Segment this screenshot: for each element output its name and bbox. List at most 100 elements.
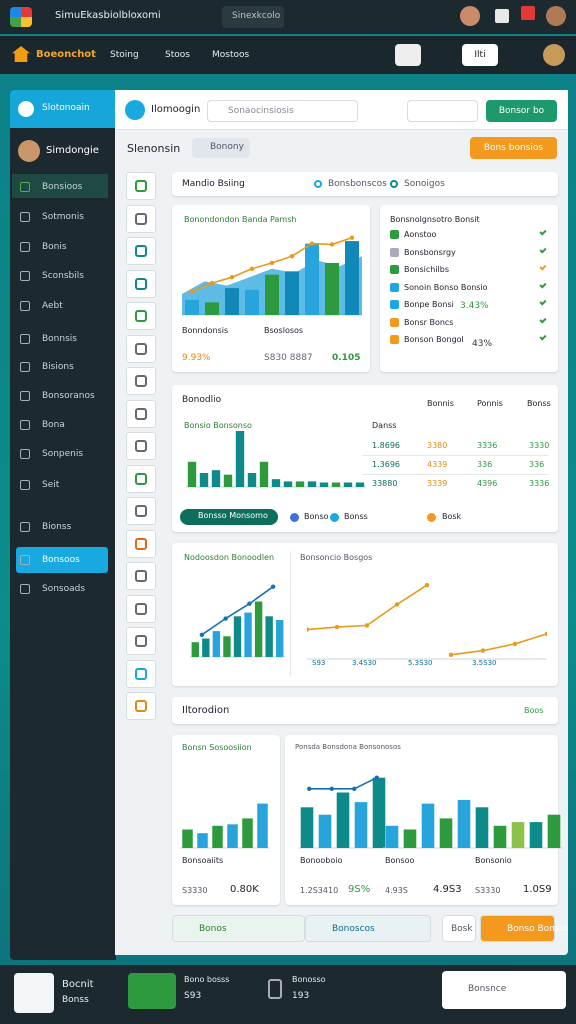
icon-button[interactable] [395,44,421,66]
mini-value: 4.93S [385,886,408,895]
list-item[interactable]: Sonoin Bonso Bonsio [404,282,488,292]
overview-header: Mandio Bsiing Bonsbonscos Sonoigos [172,172,558,196]
tool-icon[interactable] [126,367,156,395]
nav-tab[interactable]: Stoos [165,50,190,60]
tool-icon[interactable] [126,497,156,525]
divider [290,551,291,676]
tool-icon[interactable] [126,204,156,233]
glyph [135,472,147,485]
bar [439,818,453,848]
sidebar-item[interactable]: Aebt [42,301,63,311]
tool-icon[interactable] [126,659,156,688]
tool-icon[interactable] [126,692,156,720]
icon[interactable] [521,6,535,20]
bar [307,481,317,487]
bar [276,620,284,657]
avatar[interactable] [546,6,566,26]
sidebar-item[interactable]: Seit [42,480,60,490]
sidebar-item[interactable]: Bonis [42,242,67,252]
nav-button[interactable]: Ilti [462,44,498,66]
tag: S93 [312,659,326,667]
point [199,632,205,637]
tool-icon[interactable] [126,529,156,558]
footer-card-icon[interactable] [128,973,176,1009]
icon[interactable] [495,9,509,23]
tool-icon[interactable] [126,562,156,590]
mini-value: S3330 [475,886,501,895]
avatar[interactable] [460,6,480,26]
sidebar-item[interactable]: Sconsbils [42,271,84,281]
sidebar-active-bg [16,547,108,573]
sidebar-item[interactable]: Sonpenis [42,449,84,459]
sidebar-item[interactable]: Bona [42,420,65,430]
dropdown-label: Bonsso Monsomo [198,511,268,520]
sidebar-item[interactable]: Bionss [42,522,72,532]
list-item[interactable]: Bonpe Bonsi [404,300,454,309]
tool-icon[interactable] [126,399,156,428]
list-item[interactable]: Bonsr Boncs [404,317,454,327]
primary-button[interactable]: Bonsor bo [486,100,557,122]
column-header: Danss [372,421,397,430]
list-item[interactable]: Aonstoo [404,230,437,239]
search-box[interactable]: Sonaocinsiosis [207,100,358,122]
bar [285,271,299,315]
tool-icon[interactable] [126,172,156,200]
tool-icon[interactable] [126,432,156,460]
sidebar-item[interactable]: Bonnsis [42,334,77,344]
tool-icon[interactable] [126,627,156,655]
table-cell: 336 [529,460,545,469]
table-cell: 33880 [372,479,398,488]
mini-chart [383,799,473,849]
card-title: Bonodlio [182,395,222,405]
list-item[interactable]: Bonson Bongol [404,335,464,344]
sidebar-item[interactable]: Bisions [42,362,74,372]
tool-icon[interactable] [126,237,156,265]
sidebar-item[interactable]: Sonsoads [42,584,86,594]
highlight-value: 0.105 [332,353,361,363]
mini-chart [298,775,388,849]
glyph [135,212,147,225]
footer-logo[interactable] [14,973,54,1013]
nav-tab[interactable]: Mostoos [212,50,250,60]
button[interactable]: Bosk [442,915,476,942]
glyph [135,505,147,517]
button[interactable]: Bonos [172,915,305,942]
bar [202,638,210,657]
button[interactable]: Bonso Bonsio [480,915,568,942]
button[interactable]: Bonoscos [305,915,431,942]
search-box[interactable]: Sinexkcolo [222,6,284,28]
sidebar-item[interactable]: Sotmonis [42,212,84,222]
search-text: Sinexkcolo [232,11,281,21]
column-header: Bonnis [427,399,454,408]
list-item[interactable]: Bonsichilbs [404,265,450,274]
home-icon[interactable] [12,46,30,62]
footer-search[interactable]: Bonsnce [442,971,566,1009]
tool-icon[interactable] [126,464,156,493]
section-link[interactable]: Boos [524,706,544,715]
input-box[interactable] [407,100,478,122]
tool-icon[interactable] [126,269,156,298]
nav-tab[interactable]: Stoing [110,50,139,60]
bar [197,833,208,848]
bar [212,825,223,848]
brand[interactable]: Boeonchot [36,49,96,60]
bar [227,824,238,848]
tool-icon[interactable] [126,334,156,363]
sidebar-item[interactable]: Bonsoranos [42,391,95,401]
dropdown[interactable]: Bonsso Monsomo [180,509,278,525]
action-button[interactable]: Bons bonsios [470,137,557,159]
footer-title: Bocnit [62,979,94,990]
button-label: Bonso Bonsio [507,924,568,934]
app-logo[interactable] [10,7,32,27]
mini-value: 1.0S9 [523,884,552,895]
sidebar-icon [20,242,30,252]
sidebar-item[interactable]: Bonsioos [42,182,83,192]
tool-icon[interactable] [126,594,156,623]
sidebar-icon [20,555,30,565]
tool-icon[interactable] [126,302,156,330]
list-item[interactable]: Bonsbonsrgy [404,247,456,257]
bar [212,631,221,657]
avatar[interactable] [543,44,565,66]
sidebar-item[interactable]: Bonsoos [42,555,80,565]
chip[interactable]: Bonony [192,138,250,158]
